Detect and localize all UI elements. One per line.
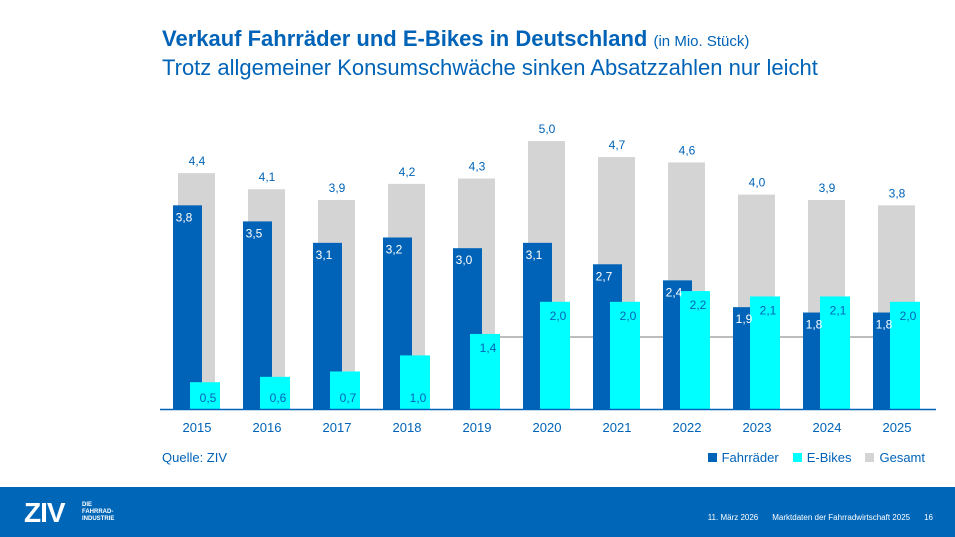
label-ebikes: 1,0 xyxy=(410,391,427,405)
bar-ebikes xyxy=(190,382,220,409)
chart-title: Verkauf Fahrräder und E-Bikes in Deutsch… xyxy=(162,26,749,52)
label-gesamt: 4,2 xyxy=(399,165,416,179)
label-gesamt: 4,3 xyxy=(469,160,486,174)
label-ebikes: 2,2 xyxy=(690,298,707,312)
bar-ebikes xyxy=(330,371,360,409)
bar-fahrraeder xyxy=(173,205,202,409)
footer-doc-title: Marktdaten der Fahrradwirtschaft 2025 xyxy=(772,513,911,522)
ziv-logo: ZIV xyxy=(24,497,66,528)
label-ebikes: 2,1 xyxy=(760,303,777,317)
label-gesamt: 3,9 xyxy=(329,181,346,195)
legend-item-fahrraeder: Fahrräder xyxy=(707,450,779,465)
logo-line: DIE xyxy=(82,502,93,508)
label-ebikes: 0,6 xyxy=(270,391,287,405)
label-fahrraeder: 2,7 xyxy=(596,269,613,283)
label-fahrraeder: 3,1 xyxy=(526,248,543,262)
footer: ZIV DIE FAHRRAD- INDUSTRIE 11. März 2026 Ma… xyxy=(0,487,955,537)
label-gesamt: 3,8 xyxy=(889,186,906,200)
label-fahrraeder: 3,8 xyxy=(176,210,193,224)
x-tick-label: 2025 xyxy=(883,420,912,435)
x-tick-label: 2017 xyxy=(323,420,352,435)
label-fahrraeder: 1,8 xyxy=(806,318,823,332)
label-ebikes: 2,0 xyxy=(550,309,567,323)
label-fahrraeder: 1,8 xyxy=(876,318,893,332)
label-ebikes: 0,7 xyxy=(340,391,357,405)
page-number: 16 xyxy=(924,513,933,522)
bar-ebikes xyxy=(680,291,710,409)
bar-ebikes xyxy=(890,301,920,409)
bar-ebikes xyxy=(540,301,570,409)
x-tick-label: 2024 xyxy=(813,420,842,435)
bar-ebikes xyxy=(610,301,640,409)
footer-date: 11. März 2026 xyxy=(707,513,759,522)
bar-ebikes xyxy=(470,333,500,409)
label-ebikes: 2,0 xyxy=(620,309,637,323)
label-ebikes: 1,4 xyxy=(480,341,497,355)
bar-ebikes xyxy=(820,296,850,409)
label-gesamt: 4,7 xyxy=(609,138,626,152)
x-tick-label: 2018 xyxy=(393,420,422,435)
label-gesamt: 4,1 xyxy=(259,170,276,184)
label-gesamt: 4,6 xyxy=(679,143,696,157)
label-gesamt: 5,0 xyxy=(539,122,556,136)
x-tick-label: 2021 xyxy=(603,420,632,435)
logo-line: FAHRRAD- xyxy=(82,509,114,515)
x-tick-label: 2020 xyxy=(533,420,562,435)
label-ebikes: 0,5 xyxy=(200,391,217,405)
label-fahrraeder: 3,5 xyxy=(246,226,263,240)
bar-chart: 4,4 3,8 0,5 2015 4,1 3,5 0,6 2016 3,9 3,1 0,7 2017 4… xyxy=(160,122,936,435)
x-tick-label: 2015 xyxy=(183,420,212,435)
x-tick-label: 2023 xyxy=(743,420,772,435)
label-ebikes: 2,0 xyxy=(900,309,917,323)
title-text: Verkauf Fahrräder und E-Bikes in Deutsch… xyxy=(162,26,648,51)
label-fahrraeder: 2,4 xyxy=(666,285,683,299)
x-tick-label: 2016 xyxy=(253,420,282,435)
chart-subtitle: Trotz allgemeiner Konsumschwäche sinken … xyxy=(162,55,818,80)
label-gesamt: 4,0 xyxy=(749,176,766,190)
x-tick-label: 2019 xyxy=(463,420,492,435)
legend-swatch xyxy=(792,453,802,462)
bar-ebikes xyxy=(260,376,290,409)
title-unit: (in Mio. Stück) xyxy=(653,33,750,50)
legend-swatch xyxy=(707,453,717,462)
legend-label: Fahrräder xyxy=(721,450,779,465)
logo-line: INDUSTRIE xyxy=(82,516,115,522)
legend-item-ebikes: E-Bikes xyxy=(792,450,852,465)
x-tick-label: 2022 xyxy=(673,420,702,435)
legend-label: Gesamt xyxy=(879,450,925,465)
label-fahrraeder: 3,0 xyxy=(456,253,473,267)
label-gesamt: 3,9 xyxy=(819,181,836,195)
label-gesamt: 4,4 xyxy=(189,154,206,168)
label-fahrraeder: 3,1 xyxy=(316,248,333,262)
bar-ebikes xyxy=(750,296,780,409)
source-note: Quelle: ZIV xyxy=(162,450,228,465)
label-fahrraeder: 1,9 xyxy=(736,312,753,326)
legend-item-gesamt: Gesamt xyxy=(865,450,925,465)
label-fahrraeder: 3,2 xyxy=(386,242,403,256)
logo-subtitle: DIE FAHRRAD- INDUSTRIE xyxy=(82,502,114,523)
bar-ebikes xyxy=(400,355,430,409)
legend: Fahrräder E-Bikes Gesamt xyxy=(707,450,925,465)
legend-swatch xyxy=(865,453,875,462)
legend-label: E-Bikes xyxy=(806,450,852,465)
label-ebikes: 2,1 xyxy=(830,303,847,317)
